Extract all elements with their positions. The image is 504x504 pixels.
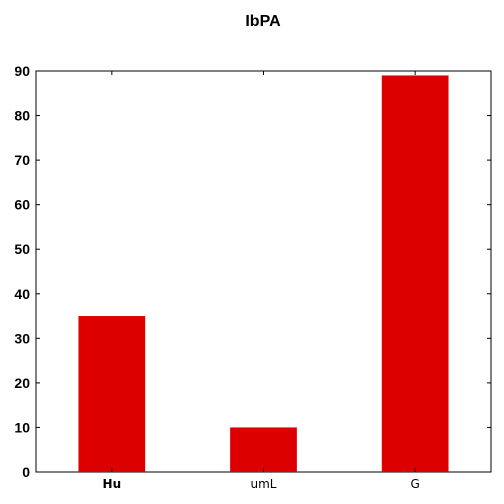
y-tick-label: 20 [14,375,30,391]
y-tick-label: 90 [14,63,30,79]
y-tick-label: 0 [22,464,30,480]
y-tick-label: 30 [14,330,30,346]
y-tick-label: 70 [14,152,30,168]
y-tick-label: 10 [14,419,30,435]
bar-g [381,75,449,472]
y-tick-label: 80 [14,108,30,124]
y-tick-label: 60 [14,197,30,213]
bars-group [78,75,449,472]
x-tick-label: G [411,477,420,491]
bar-hu [78,316,146,472]
y-tick-label: 50 [14,241,30,257]
y-tick-label: 40 [14,286,30,302]
x-axis: Hu umL G [103,71,420,491]
bar-uml [230,427,297,472]
x-tick-label: Hu [103,477,122,491]
x-tick-label: umL [251,477,277,491]
y-axis: 0 10 20 30 40 50 60 70 80 90 [14,63,491,480]
chart-title: IbPA [245,13,281,30]
